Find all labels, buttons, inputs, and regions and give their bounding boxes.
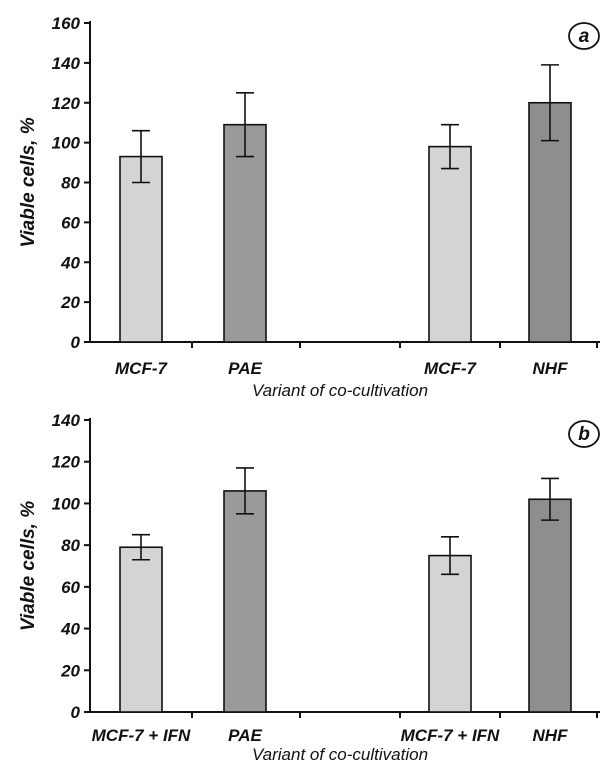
y-tick-label: 60 bbox=[61, 213, 80, 232]
bar bbox=[528, 498, 572, 713]
y-axis-label: Viable cells, % bbox=[18, 501, 39, 631]
chart-panel-a: 0 20 40 60 80 100 120 140 160 MCF-7 PAE MCF-7 NHF Var… bbox=[18, 14, 600, 400]
bar bbox=[223, 490, 267, 713]
x-tick-label: MCF-7 + IFN bbox=[401, 726, 500, 745]
y-tick-label: 0 bbox=[71, 703, 81, 722]
y-tick-label: 100 bbox=[52, 134, 81, 153]
bar bbox=[119, 546, 163, 713]
x-tick-label: NHF bbox=[533, 359, 569, 378]
panel-label-circle bbox=[568, 420, 600, 448]
panel-label: a bbox=[579, 26, 590, 47]
y-tick-label: 120 bbox=[52, 94, 81, 113]
bar bbox=[223, 123, 267, 343]
bar bbox=[428, 145, 472, 343]
y-tick-label: 140 bbox=[52, 411, 81, 430]
y-tick-label: 100 bbox=[52, 494, 81, 513]
y-tick-label: 40 bbox=[60, 620, 80, 639]
x-tick-label: MCF-7 bbox=[424, 359, 477, 378]
x-tick-label: PAE bbox=[228, 359, 262, 378]
panel-label-circle bbox=[568, 22, 600, 50]
bar bbox=[428, 554, 472, 713]
y-axis-label: Viable cells, % bbox=[18, 117, 39, 247]
chart-panel-b: 0 20 40 60 80 100 120 140 MCF-7 + IFN PAE MCF-7 + … bbox=[18, 411, 600, 762]
y-tick-label: 80 bbox=[61, 536, 80, 555]
y-tick-label: 0 bbox=[71, 333, 81, 352]
y-tick-label: 160 bbox=[52, 14, 81, 33]
x-axis-label: Variant of co-cultivation bbox=[252, 381, 428, 400]
y-tick-label: 20 bbox=[60, 293, 80, 312]
x-tick-label: NHF bbox=[533, 726, 569, 745]
y-tick-label: 120 bbox=[52, 453, 81, 472]
x-tick-label: MCF-7 + IFN bbox=[92, 726, 191, 745]
x-axis-label: Variant of co-cultivation bbox=[252, 745, 428, 762]
x-tick-label: PAE bbox=[228, 726, 262, 745]
y-tick-label: 140 bbox=[52, 54, 81, 73]
y-tick-label: 40 bbox=[60, 253, 80, 272]
y-tick-label: 60 bbox=[61, 578, 80, 597]
bar bbox=[119, 155, 163, 343]
bar bbox=[528, 101, 572, 343]
y-tick-label: 20 bbox=[60, 661, 80, 680]
panel-label: b bbox=[578, 424, 590, 445]
x-tick-label: MCF-7 bbox=[115, 359, 168, 378]
y-tick-label: 80 bbox=[61, 174, 80, 193]
